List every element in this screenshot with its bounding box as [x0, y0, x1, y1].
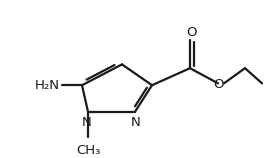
Text: CH₃: CH₃: [76, 144, 100, 157]
Text: N: N: [82, 116, 92, 129]
Text: H₂N: H₂N: [35, 79, 60, 92]
Text: O: O: [186, 26, 197, 39]
Text: O: O: [214, 78, 224, 91]
Text: N: N: [131, 116, 141, 129]
